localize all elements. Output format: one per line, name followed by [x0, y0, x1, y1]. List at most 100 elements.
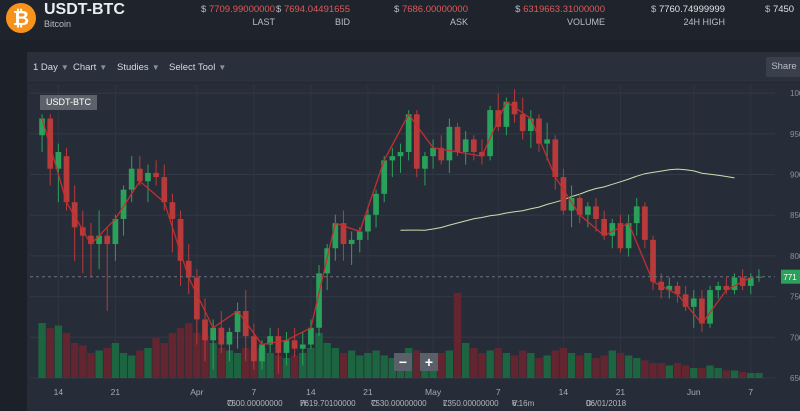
stat-volume-value: 6319663.31000000 [523, 4, 605, 15]
x-tick-label: 21 [616, 387, 626, 397]
candle-body [560, 177, 567, 211]
volume-bar [54, 325, 63, 378]
x-tick-label: Apr [190, 387, 203, 397]
bitcoin-logo-icon: ₿ [6, 3, 36, 33]
candle-body [112, 218, 119, 245]
stat-24h-high-value: 7760.74999999 [658, 4, 725, 15]
candle-body [568, 198, 575, 211]
candle-body [365, 214, 371, 232]
candle-body [609, 223, 616, 236]
candle-body [267, 336, 274, 345]
y-tick-label: 850 [790, 211, 800, 220]
volume-bar [233, 353, 242, 378]
y-tick-label: 650 [790, 374, 800, 383]
candle-body [340, 223, 347, 245]
candle-body [308, 327, 314, 345]
zoom-out-button[interactable]: − [394, 353, 412, 371]
volume-bar [46, 328, 54, 378]
candle-body [63, 156, 70, 203]
studies-dropdown[interactable]: Studies ▼ [117, 62, 160, 73]
volume-bar [331, 348, 339, 378]
candle-body [316, 273, 322, 328]
volume-bar [111, 343, 120, 378]
candle-body [153, 172, 159, 178]
volume-bar [388, 358, 397, 378]
coin-name: Bitcoin [44, 19, 72, 29]
volume-bar [315, 333, 323, 378]
volume-bar [453, 293, 462, 378]
volume-bar [657, 363, 665, 378]
stat-bid: $ 7694.04491655 BID [230, 4, 350, 27]
volume-bar [698, 368, 706, 378]
candle-body [275, 336, 282, 353]
volume-bar [347, 350, 356, 378]
select-tool-dropdown[interactable]: Select Tool ▼ [169, 62, 227, 73]
candle-body [470, 139, 477, 152]
volume-bar [600, 355, 608, 378]
volume-bar [576, 355, 584, 378]
volume-bar [70, 343, 79, 378]
candle-body [430, 147, 436, 157]
candle-body [519, 114, 526, 132]
last-price-label: 771 [783, 273, 797, 282]
candle-body [128, 168, 135, 190]
volume-bar [502, 353, 511, 378]
stat-last-value: 7709.99000000 [208, 4, 275, 15]
candle-body [723, 285, 730, 291]
candle-body [226, 331, 233, 345]
x-tick-label: 21 [363, 387, 373, 397]
candle-body [633, 206, 640, 224]
volume-bar [738, 372, 747, 378]
volume-bar [103, 348, 111, 378]
candle-body [259, 344, 265, 362]
candle-body [536, 118, 542, 144]
chevron-down-icon: ▼ [60, 63, 69, 72]
volume-bar [364, 353, 372, 378]
candle-body [348, 239, 355, 245]
chevron-down-icon: ▼ [99, 63, 108, 72]
candle-body [39, 118, 45, 136]
share-button[interactable]: Share [766, 57, 800, 77]
y-tick-label: 800 [790, 252, 800, 261]
volume-bar [339, 353, 348, 378]
volume-bar [633, 358, 641, 378]
x-tick-label: 21 [111, 387, 121, 397]
x-tick-label: 7 [748, 387, 753, 397]
volume-bar [242, 348, 250, 378]
candle-body [283, 340, 290, 353]
candle-body [242, 311, 249, 337]
candle-body [373, 193, 379, 215]
candle-body [218, 327, 225, 345]
chart-type-dropdown[interactable]: Chart ▼ [73, 62, 108, 73]
candle-body [413, 114, 420, 169]
candle-body [251, 336, 257, 362]
volume-bar [535, 358, 543, 378]
volume-bar [144, 348, 152, 378]
volume-bar [559, 348, 568, 378]
candle-body [422, 156, 428, 169]
candle-body [136, 168, 143, 182]
zoom-in-button[interactable]: + [420, 353, 438, 371]
volume-bar [356, 355, 364, 378]
trend-line [41, 100, 752, 346]
candle-body [527, 118, 534, 132]
volume-bar [510, 355, 519, 378]
candle-body [145, 172, 151, 182]
candle-body [479, 151, 485, 157]
candle-body [576, 198, 583, 215]
candle-body [642, 206, 648, 240]
volume-bar [95, 350, 103, 378]
y-tick-label: 700 [790, 333, 800, 342]
candle-body [120, 189, 127, 219]
candle-body [715, 285, 722, 291]
interval-dropdown[interactable]: 1 Day ▼ [33, 62, 69, 73]
volume-bar [543, 355, 551, 378]
last-price-marker [781, 269, 800, 284]
volume-bar [649, 363, 657, 378]
symbol-label: USDT-BTC [40, 95, 97, 110]
candle-body [699, 298, 705, 324]
stat-ask-label: ASK [449, 17, 468, 27]
market-pair: USDT-BTC [44, 1, 125, 18]
stat-ask: $ 7686.00000000 ASK [348, 4, 468, 27]
